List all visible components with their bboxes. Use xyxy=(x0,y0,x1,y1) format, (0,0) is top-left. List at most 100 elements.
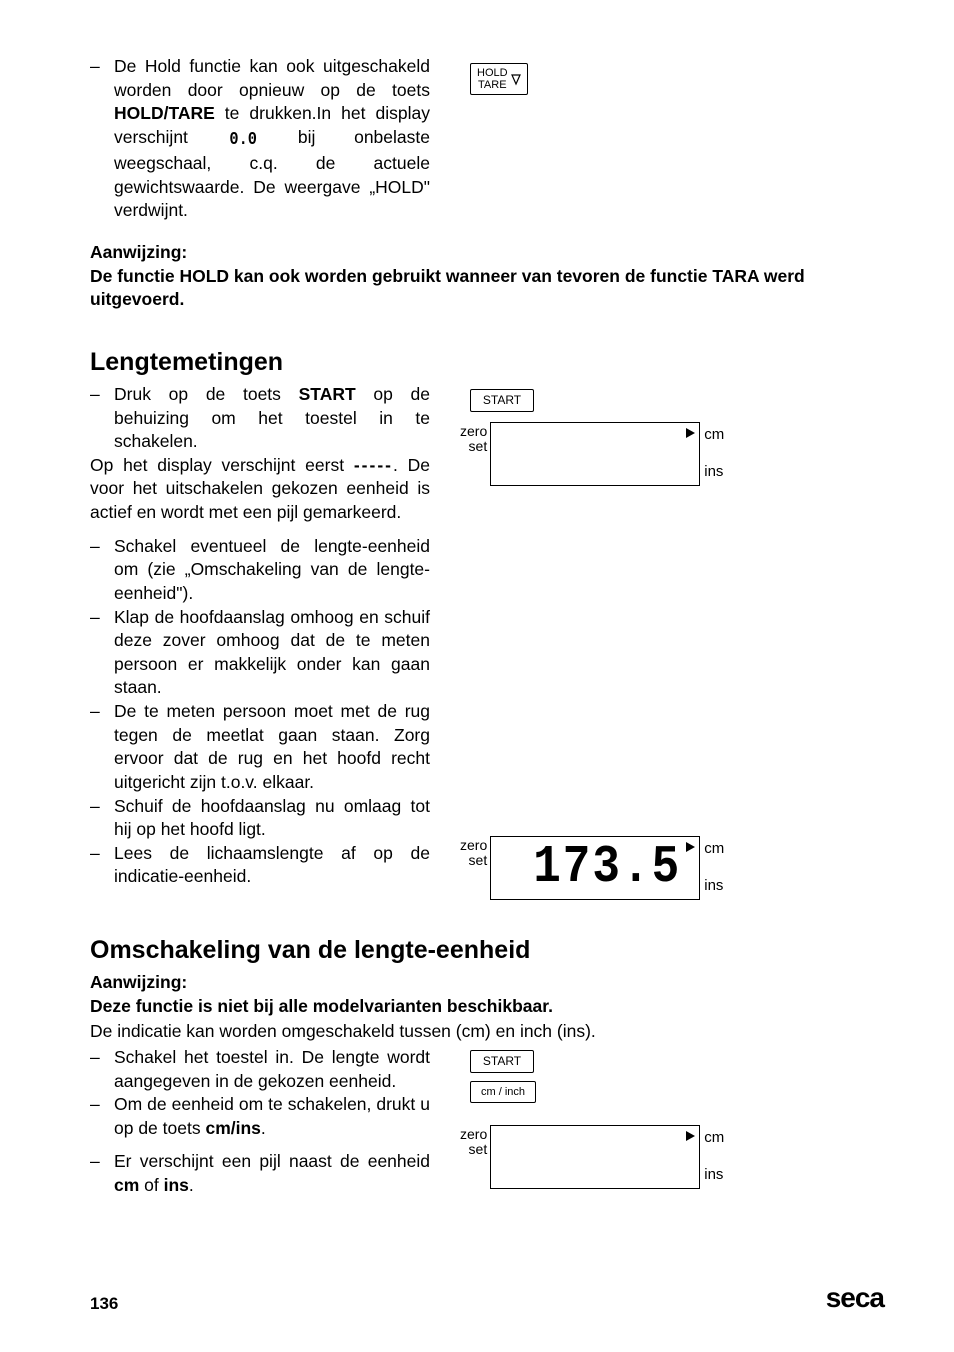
hold-note-text: De functie HOLD kan ook worden gebruikt … xyxy=(90,265,884,312)
start-button[interactable]: START xyxy=(470,389,534,412)
lengte-item3: Klap de hoofdaanslag omhoog en schuif de… xyxy=(90,606,430,701)
lengte-item6: Lees de lichaamslengte af op de indicati… xyxy=(90,842,430,889)
omsch-note-label: Aanwijzing: xyxy=(90,971,884,995)
hold-tare-bold: HOLD/TARE xyxy=(114,103,215,123)
lengte-item5-text: Schuif de hoofdaanslag nu omlaag tot hij… xyxy=(114,795,430,842)
omsch-item3-text: Er verschijnt een pijl naast de eenheid … xyxy=(114,1150,430,1197)
lengte-text-col: Druk op de toets START op de behuizing o… xyxy=(90,383,430,900)
dash-bullet xyxy=(90,1093,114,1140)
omsch-item3-post: . xyxy=(189,1175,194,1195)
omsch-item2-pre: Om de eenheid om te schakelen, drukt u o… xyxy=(114,1094,430,1138)
dash-bullet xyxy=(90,55,114,223)
lengte-item1-text: Druk op de toets START op de behuizing o… xyxy=(114,383,430,454)
lengte-item6-text: Lees de lichaamslengte af op de indicati… xyxy=(114,842,430,889)
footer: 136 seca xyxy=(90,1282,884,1314)
hold-label: HOLD xyxy=(477,67,508,79)
dash-bullet xyxy=(90,606,114,701)
lengte-item4-text: De te meten persoon moet met de rug tege… xyxy=(114,700,430,795)
lengte-para-pre: Op het display verschijnt eerst xyxy=(90,455,354,475)
zero-label: zero xyxy=(460,1127,487,1142)
lengte-row1: Druk op de toets START op de behuizing o… xyxy=(90,383,884,900)
display-box: 173.5 xyxy=(490,836,700,900)
start-button[interactable]: START xyxy=(470,1050,534,1073)
ins-label: ins xyxy=(704,1166,724,1183)
hold-tare-button[interactable]: HOLD TARE xyxy=(470,63,528,95)
omsch-item2: Om de eenheid om te schakelen, drukt u o… xyxy=(90,1093,430,1140)
omsch-item3-bold2: ins xyxy=(164,1175,189,1195)
omschakeling-heading: Omschakeling van de lengte-eenheid xyxy=(90,936,884,965)
omsch-intro: De indicatie kan worden omgeschakeld tus… xyxy=(90,1020,884,1044)
display-value: 173.5 xyxy=(533,837,681,897)
ins-label: ins xyxy=(704,877,724,894)
dash-bullet xyxy=(90,535,114,606)
omsch-text-col: Schakel het toestel in. De lengte wordt … xyxy=(90,1046,430,1198)
arrow-right-icon xyxy=(686,842,695,852)
omsch-graphics-col: START cm / inch zero set cm ins xyxy=(460,1046,884,1198)
start-button-label: START xyxy=(483,394,521,407)
omsch-item3-mid: of xyxy=(139,1175,163,1195)
set-label: set xyxy=(469,1142,488,1157)
hold-note: Aanwijzing: De functie HOLD kan ook word… xyxy=(90,241,884,312)
omsch-item3: Er verschijnt een pijl naast de eenheid … xyxy=(90,1150,430,1197)
lengte-heading: Lengtemetingen xyxy=(90,348,884,377)
lengte-item1-bold: START xyxy=(299,384,356,404)
display-left-labels: zero set xyxy=(460,424,487,453)
lengte-graphics-col: START zero set cm ins zero set xyxy=(460,383,884,900)
dash-bullet xyxy=(90,1150,114,1197)
triangle-down-icon xyxy=(511,74,521,84)
display-left-labels: zero set xyxy=(460,1127,487,1156)
hold-digits: 0.0 xyxy=(229,128,257,152)
omsch-item1-text: Schakel het toestel in. De lengte wordt … xyxy=(114,1046,430,1093)
seca-logo: seca xyxy=(826,1282,884,1314)
tare-label: TARE xyxy=(478,79,507,91)
dash-bullet xyxy=(90,842,114,889)
dash-bullet xyxy=(90,383,114,454)
omsch-display: zero set cm ins xyxy=(460,1125,884,1189)
omsch-item2-bold: cm/ins xyxy=(205,1118,260,1138)
omsch-item3-bold1: cm xyxy=(114,1175,139,1195)
display-left-labels: zero set xyxy=(460,838,487,867)
cm-inch-button-label: cm / inch xyxy=(481,1086,525,1098)
lengte-item2-text: Schakel eventueel de lengte-eenheid om (… xyxy=(114,535,430,606)
omsch-buttons: START cm / inch xyxy=(470,1050,884,1103)
omsch-item2-post: . xyxy=(261,1118,266,1138)
zero-label: zero xyxy=(460,838,487,853)
lengte-item1: Druk op de toets START op de behuizing o… xyxy=(90,383,430,454)
display-right-labels: cm ins xyxy=(704,1125,724,1189)
lengte-item5: Schuif de hoofdaanslag nu omlaag tot hij… xyxy=(90,795,430,842)
display-box xyxy=(490,422,700,486)
display-box xyxy=(490,1125,700,1189)
cm-label: cm xyxy=(704,840,724,857)
dash-bullet xyxy=(90,795,114,842)
lengte-dashes: ----- xyxy=(354,455,393,475)
omsch-row: Schakel het toestel in. De lengte wordt … xyxy=(90,1046,884,1198)
hold-text-pre: De Hold functie kan ook uitgeschakeld wo… xyxy=(114,56,430,100)
set-label: set xyxy=(469,853,488,868)
hold-item-text: De Hold functie kan ook uitgeschakeld wo… xyxy=(114,55,430,223)
set-label: set xyxy=(469,439,488,454)
cm-label: cm xyxy=(704,1129,724,1146)
display-right-labels: cm ins xyxy=(704,422,724,486)
hold-note-label: Aanwijzing: xyxy=(90,241,884,265)
cm-inch-button[interactable]: cm / inch xyxy=(470,1081,536,1103)
page-number: 136 xyxy=(90,1294,118,1314)
hold-section: De Hold functie kan ook uitgeschakeld wo… xyxy=(90,55,884,223)
start-button-label: START xyxy=(483,1055,521,1068)
zero-label: zero xyxy=(460,424,487,439)
omsch-item2-text: Om de eenheid om te schakelen, drukt u o… xyxy=(114,1093,430,1140)
hold-item: De Hold functie kan ook uitgeschakeld wo… xyxy=(90,55,430,223)
lengte-item4: De te meten persoon moet met de rug tege… xyxy=(90,700,430,795)
arrow-right-icon xyxy=(686,428,695,438)
ins-label: ins xyxy=(704,463,724,480)
lengte-item2: Schakel eventueel de lengte-eenheid om (… xyxy=(90,535,430,606)
arrow-right-icon xyxy=(686,1131,695,1141)
hold-text-col: De Hold functie kan ook uitgeschakeld wo… xyxy=(90,55,430,223)
dash-bullet xyxy=(90,700,114,795)
lengte-para: Op het display verschijnt eerst -----. D… xyxy=(90,454,430,525)
omsch-item3-pre: Er verschijnt een pijl naast de eenheid xyxy=(114,1151,430,1171)
hold-tare-button-labels: HOLD TARE xyxy=(477,67,508,91)
hold-button-col: HOLD TARE xyxy=(460,55,884,223)
lengte-display-value: zero set 173.5 cm ins xyxy=(460,836,884,900)
lengte-display-empty: zero set cm ins xyxy=(460,422,884,486)
cm-label: cm xyxy=(704,426,724,443)
